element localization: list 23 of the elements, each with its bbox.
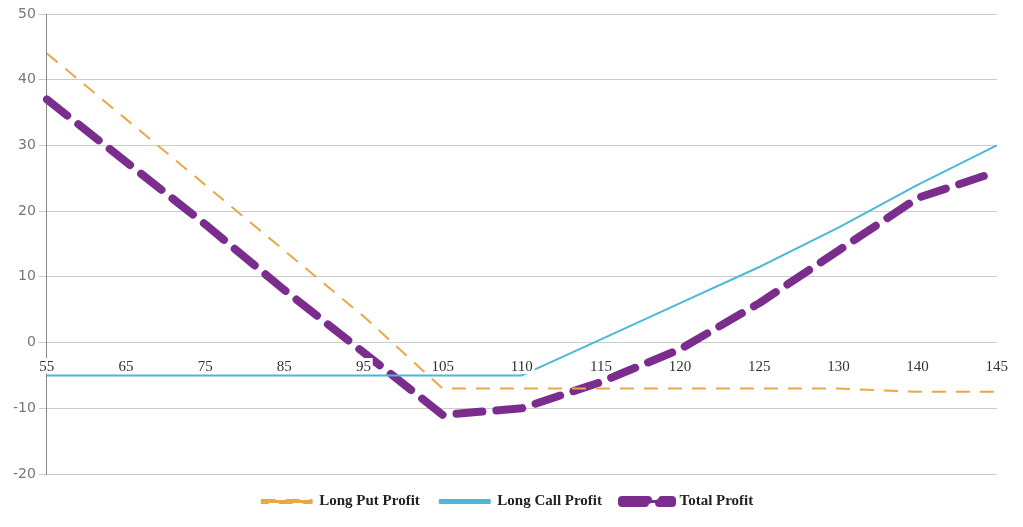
y-tick-label: 40 [18, 70, 36, 87]
x-tick-label: 95 [355, 357, 371, 374]
legend-label: Long Put Profit [319, 492, 420, 509]
x-tick-label: 85 [276, 357, 292, 374]
x-tick-label: 145 [985, 357, 1008, 374]
x-tick-label: 115 [589, 357, 612, 374]
y-tick-label: -10 [12, 398, 36, 415]
x-tick-label: 140 [906, 357, 929, 374]
y-tick-label: 20 [18, 201, 36, 218]
y-tick-label: 10 [18, 267, 36, 284]
x-tick-label: 105 [431, 357, 454, 374]
x-tick-label: 125 [748, 357, 771, 374]
x-tick-label: 75 [197, 357, 213, 374]
x-tick-label: 130 [827, 357, 850, 374]
x-tick-label: 120 [668, 357, 692, 374]
x-tick-label: 110 [510, 357, 533, 374]
y-tick-label: 50 [18, 4, 36, 21]
y-tick-label: -20 [12, 464, 36, 481]
y-tick-label: 0 [26, 333, 36, 350]
y-tick-label: 30 [18, 136, 36, 153]
x-tick-label: 65 [118, 357, 134, 374]
legend-label: Long Call Profit [497, 492, 603, 509]
legend-label: Total Profit [679, 492, 754, 509]
